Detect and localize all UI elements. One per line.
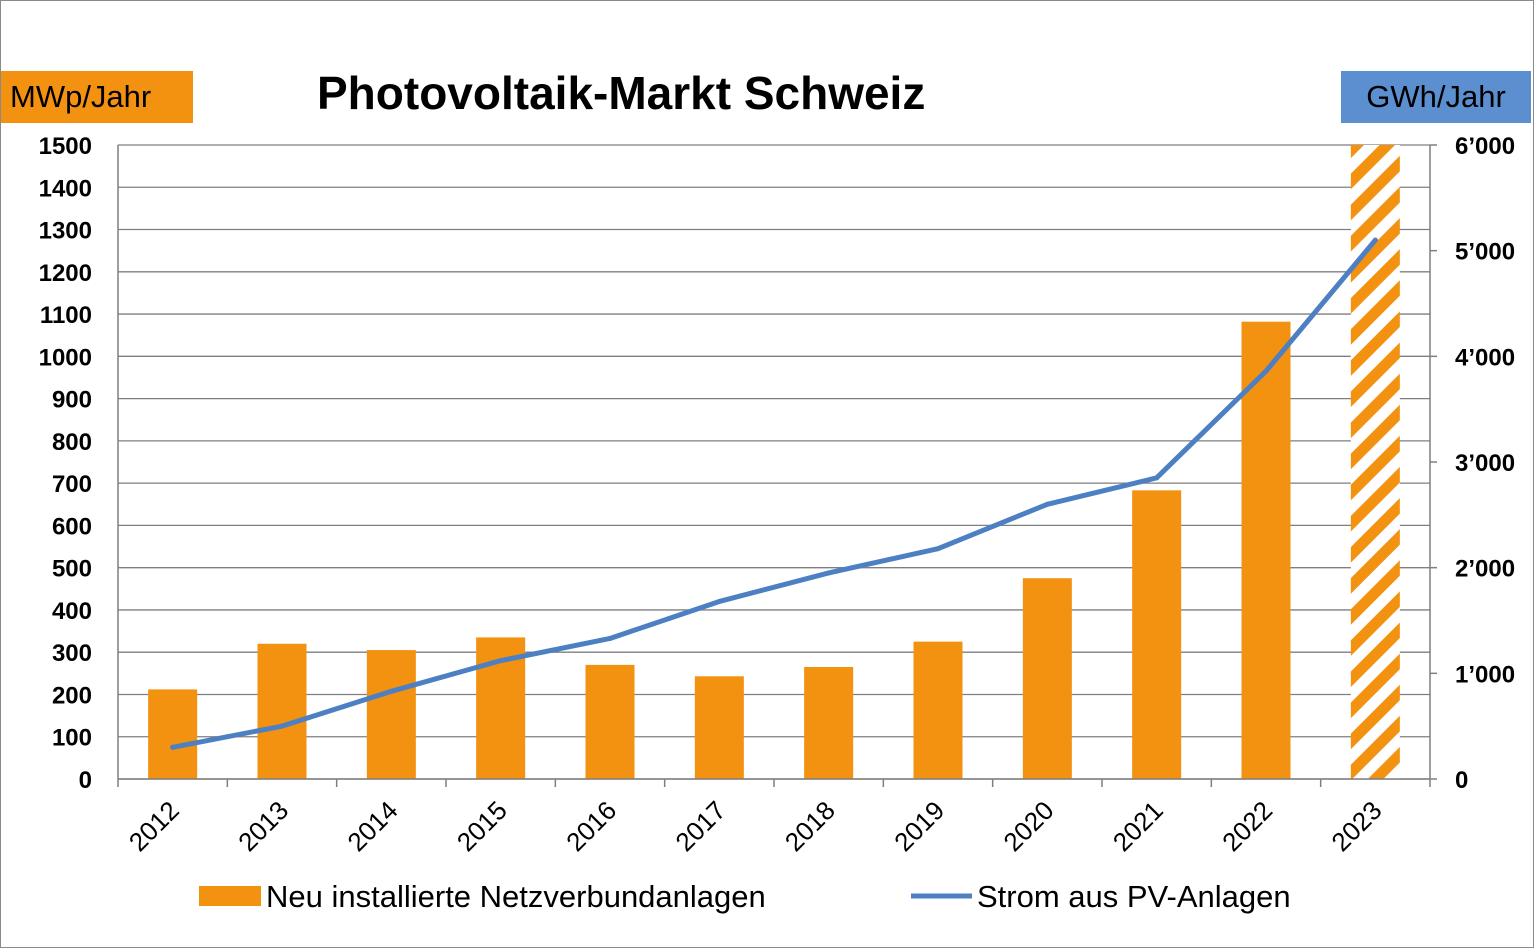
bar-series xyxy=(148,145,1400,779)
bar xyxy=(585,664,635,779)
bar xyxy=(1132,490,1182,779)
y-right-tick-label: 2’000 xyxy=(1455,556,1515,583)
y-left-tick-label: 400 xyxy=(52,598,92,625)
line-point xyxy=(170,744,176,750)
line-point xyxy=(1263,368,1269,374)
x-tick-label: 2020 xyxy=(997,795,1059,857)
line-point xyxy=(935,546,941,552)
y-left-tick-label: 1300 xyxy=(39,218,92,245)
y-left-tick-label: 1000 xyxy=(39,344,92,371)
x-tick-label: 2014 xyxy=(341,795,403,857)
x-tick-label: 2021 xyxy=(1107,795,1169,857)
x-tick-label: 2019 xyxy=(888,795,950,857)
y-right-tick-label: 5’000 xyxy=(1455,239,1515,266)
bar xyxy=(913,641,963,779)
y-right-tick-label: 0 xyxy=(1455,767,1468,794)
legend-line-label: Strom aus PV-Anlagen xyxy=(977,879,1291,914)
y-left-tick-label: 0 xyxy=(79,767,92,794)
y-left-tick-label: 900 xyxy=(52,387,92,414)
x-tick-label: 2013 xyxy=(232,795,294,857)
bar-projected xyxy=(1350,145,1400,779)
x-tick-label: 2023 xyxy=(1325,795,1387,857)
y-left-tick-label: 700 xyxy=(52,471,92,498)
y-left-tick-label: 300 xyxy=(52,640,92,667)
y-left-tick-label: 800 xyxy=(52,429,92,456)
y-left-tick-label: 100 xyxy=(52,725,92,752)
chart-title: Photovoltaik-Markt Schweiz xyxy=(317,67,926,119)
gridlines xyxy=(118,144,1430,780)
y-left-tick-label: 1400 xyxy=(39,175,92,202)
x-tick-label: 2022 xyxy=(1216,795,1278,857)
legend-bar-label: Neu installierte Netzverbundanlagen xyxy=(266,879,766,914)
bar xyxy=(366,650,416,779)
line-point xyxy=(1154,475,1160,481)
x-tick-label: 2018 xyxy=(779,795,841,857)
line-point xyxy=(716,598,722,604)
bar xyxy=(694,676,744,779)
line-strom-aus-pv xyxy=(170,237,1378,750)
line-series xyxy=(170,237,1378,750)
y-right-tick-label: 1’000 xyxy=(1455,661,1515,688)
bar xyxy=(1022,578,1072,779)
y-right-tick-label: 6’000 xyxy=(1455,133,1515,160)
line-point xyxy=(607,635,613,641)
line-point xyxy=(388,688,394,694)
x-tick-label: 2012 xyxy=(123,795,185,857)
bar xyxy=(1241,321,1291,779)
y-left-tick-label: 1200 xyxy=(39,260,92,287)
line-point xyxy=(279,723,285,729)
bar xyxy=(804,666,854,779)
x-tick-label: 2017 xyxy=(669,795,731,857)
legend: Neu installierte Netzverbundanlagen Strom… xyxy=(199,879,1291,914)
axes xyxy=(117,144,1437,787)
left-axis-unit-badge: MWp/Jahr xyxy=(1,71,193,123)
line-point xyxy=(1372,237,1378,243)
line-point xyxy=(498,658,504,664)
y-left-tick-label: 1500 xyxy=(39,133,92,160)
y-left-tick-label: 200 xyxy=(52,682,92,709)
right-axis-unit-badge: GWh/Jahr xyxy=(1341,71,1531,123)
bar xyxy=(148,689,198,779)
y-right-tick-label: 3’000 xyxy=(1455,450,1515,477)
y-left-tick-label: 500 xyxy=(52,556,92,583)
y-left-tick-label: 1100 xyxy=(40,302,92,329)
bar xyxy=(257,643,307,779)
line-point xyxy=(826,570,832,576)
legend-bar-swatch xyxy=(199,886,261,906)
x-tick-label: 2016 xyxy=(560,795,622,857)
line-point xyxy=(1044,501,1050,507)
x-tick-label: 2015 xyxy=(451,795,513,857)
y-right-tick-label: 4’000 xyxy=(1455,344,1515,371)
y-left-tick-label: 600 xyxy=(52,513,92,540)
